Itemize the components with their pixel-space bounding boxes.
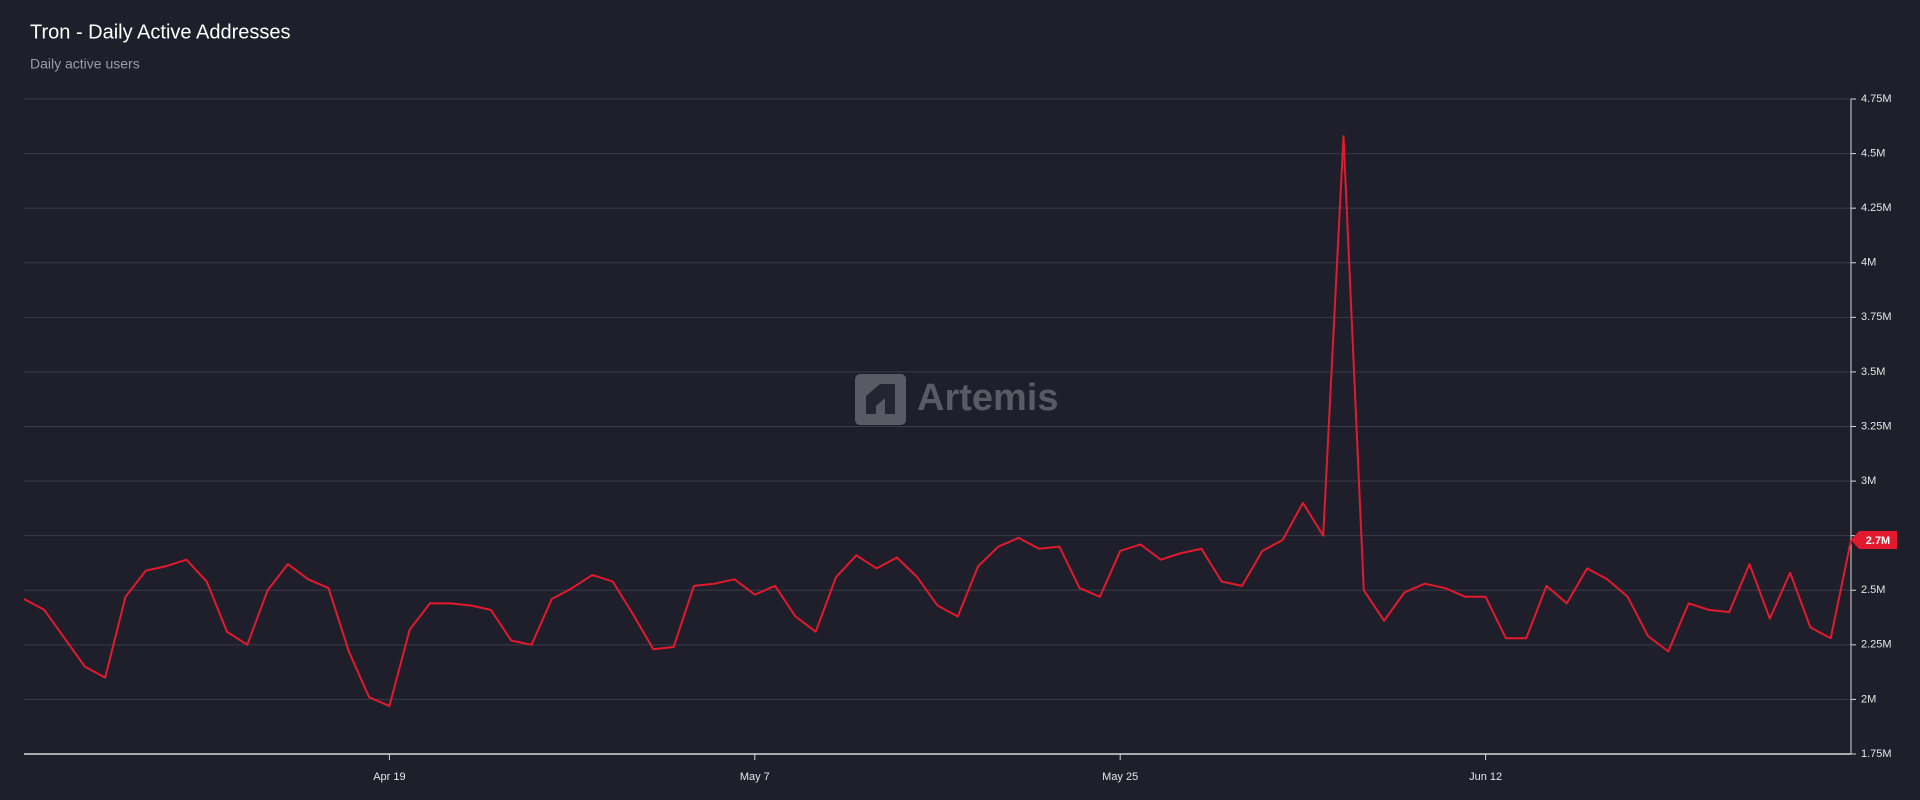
y-tick-label: 2.25M <box>1861 639 1892 651</box>
y-tick-label: 2M <box>1861 693 1876 705</box>
last-value-label: 2.7M <box>1866 535 1890 547</box>
y-tick-label: 3.75M <box>1861 311 1892 323</box>
data-line <box>23 135 1852 707</box>
chart-title: Tron - Daily Active Addresses <box>30 21 290 43</box>
x-tick-label: Jun 12 <box>1469 771 1502 783</box>
y-tick-label: 3.5M <box>1861 366 1885 378</box>
chart-subtitle: Daily active users <box>30 56 140 72</box>
x-tick-label: May 7 <box>740 771 770 783</box>
watermark-logo-glyph <box>866 384 895 414</box>
watermark-text: Artemis <box>917 377 1059 419</box>
y-tick-label: 2.5M <box>1861 584 1885 596</box>
last-value-badge <box>1851 531 1897 550</box>
plot-area: 1.75M2M2.25M2.5M2.75M3M3.25M3.5M3.75M4M4… <box>23 93 1897 783</box>
y-tick-label: 4M <box>1861 257 1876 269</box>
x-tick-label: May 25 <box>1102 771 1138 783</box>
y-tick-label: 4.5M <box>1861 147 1885 159</box>
y-tick-label: 4.75M <box>1861 93 1892 105</box>
watermark: Artemis <box>855 374 1059 425</box>
y-tick-label: 3M <box>1861 475 1876 487</box>
x-tick-label: Apr 19 <box>373 771 405 783</box>
y-tick-label: 3.25M <box>1861 420 1892 432</box>
y-tick-label: 4.25M <box>1861 202 1892 214</box>
y-tick-label: 1.75M <box>1861 748 1892 760</box>
